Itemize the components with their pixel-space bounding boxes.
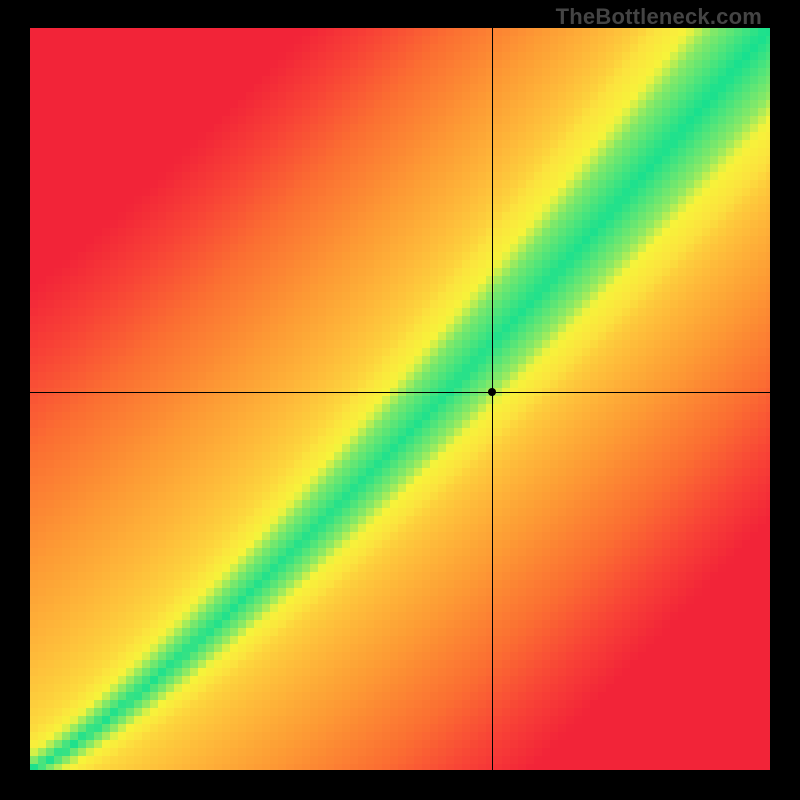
chart-frame: TheBottleneck.com [0,0,800,800]
bottleneck-heatmap [30,28,770,770]
crosshair-vertical [492,28,493,770]
crosshair-marker [488,388,496,396]
crosshair-horizontal [30,392,770,393]
watermark-text: TheBottleneck.com [556,4,762,30]
